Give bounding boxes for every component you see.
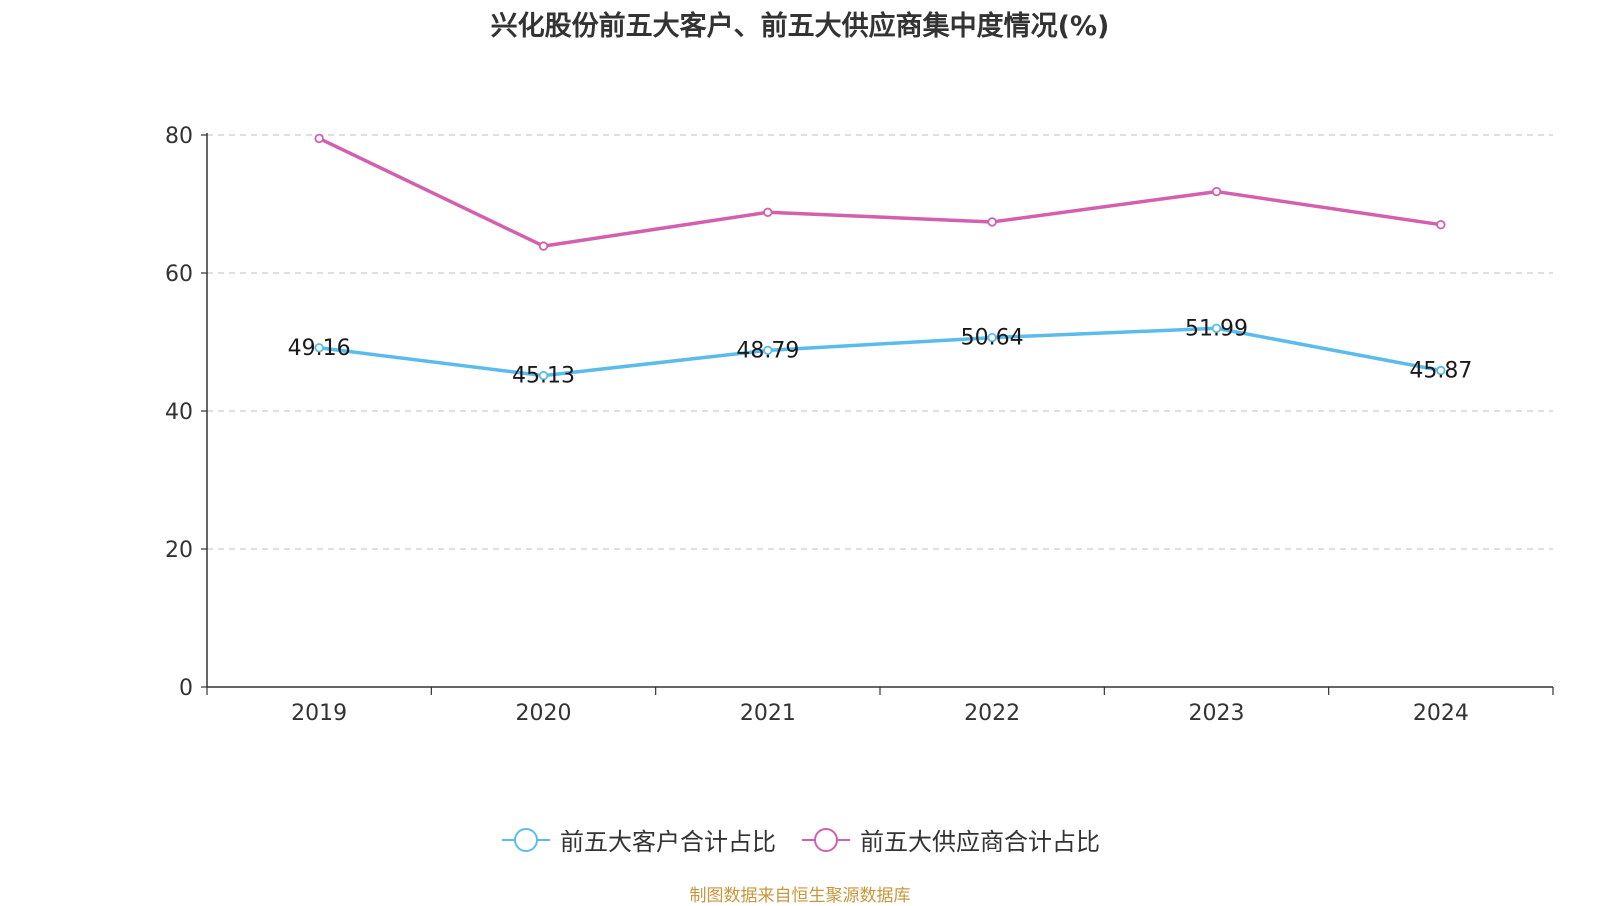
data-label: 45.13	[512, 364, 575, 389]
y-tick-label: 60	[165, 262, 193, 287]
data-point	[314, 133, 324, 144]
data-point	[987, 217, 997, 227]
x-tick-label: 2019	[291, 701, 347, 726]
legend-line-circle-icon	[502, 827, 550, 852]
grid-lines	[207, 134, 1553, 550]
y-tick-label: 20	[165, 538, 193, 563]
x-tick-label: 2021	[740, 701, 796, 726]
data-label: 49.16	[288, 336, 351, 361]
data-point	[1211, 186, 1222, 197]
legend-item-customers[interactable]: 前五大客户合计占比	[500, 822, 776, 857]
y-tick-label: 0	[179, 676, 193, 701]
data-point	[763, 207, 773, 217]
x-tick-label: 2024	[1413, 701, 1469, 726]
source-note: 制图数据来自恒生聚源数据库	[689, 886, 911, 906]
data-point	[314, 343, 324, 353]
data-label: 51.99	[1185, 316, 1248, 341]
legend-label-customers: 前五大客户合计占比	[560, 828, 776, 856]
data-label: 45.87	[1409, 358, 1472, 383]
data-point	[1436, 219, 1446, 230]
legend-line-circle-icon	[802, 827, 850, 852]
data-point	[1211, 323, 1222, 333]
data-labels: 49.16 45.13 48.79 50.64 51.99 45.87	[288, 316, 1473, 388]
legend-item-suppliers[interactable]: 前五大供应商合计占比	[800, 822, 1100, 857]
data-point	[763, 345, 773, 356]
y-tick-label: 40	[165, 400, 193, 425]
y-tick-label: 80	[165, 124, 193, 149]
x-tick-label: 2020	[516, 701, 572, 726]
data-point	[538, 241, 549, 251]
series-lines	[314, 133, 1446, 381]
data-point	[1436, 365, 1446, 376]
data-point	[538, 370, 549, 381]
chart-title: 兴化股份前五大客户、前五大供应商集中度情况(%)	[490, 11, 1110, 42]
axes: 0 20 40 60 80 2019 2020 2021 2022 2023 2024	[165, 124, 1554, 726]
data-point	[987, 332, 997, 343]
legend-label-suppliers: 前五大供应商合计占比	[860, 828, 1100, 856]
series-line-1	[318, 136, 1442, 248]
series-line-0	[318, 326, 1442, 378]
x-tick-label: 2022	[964, 701, 1020, 726]
data-label: 50.64	[961, 326, 1024, 351]
legend: 前五大客户合计占比 前五大供应商合计占比	[0, 822, 1600, 857]
x-tick-label: 2023	[1189, 701, 1245, 726]
data-label: 48.79	[736, 338, 799, 363]
